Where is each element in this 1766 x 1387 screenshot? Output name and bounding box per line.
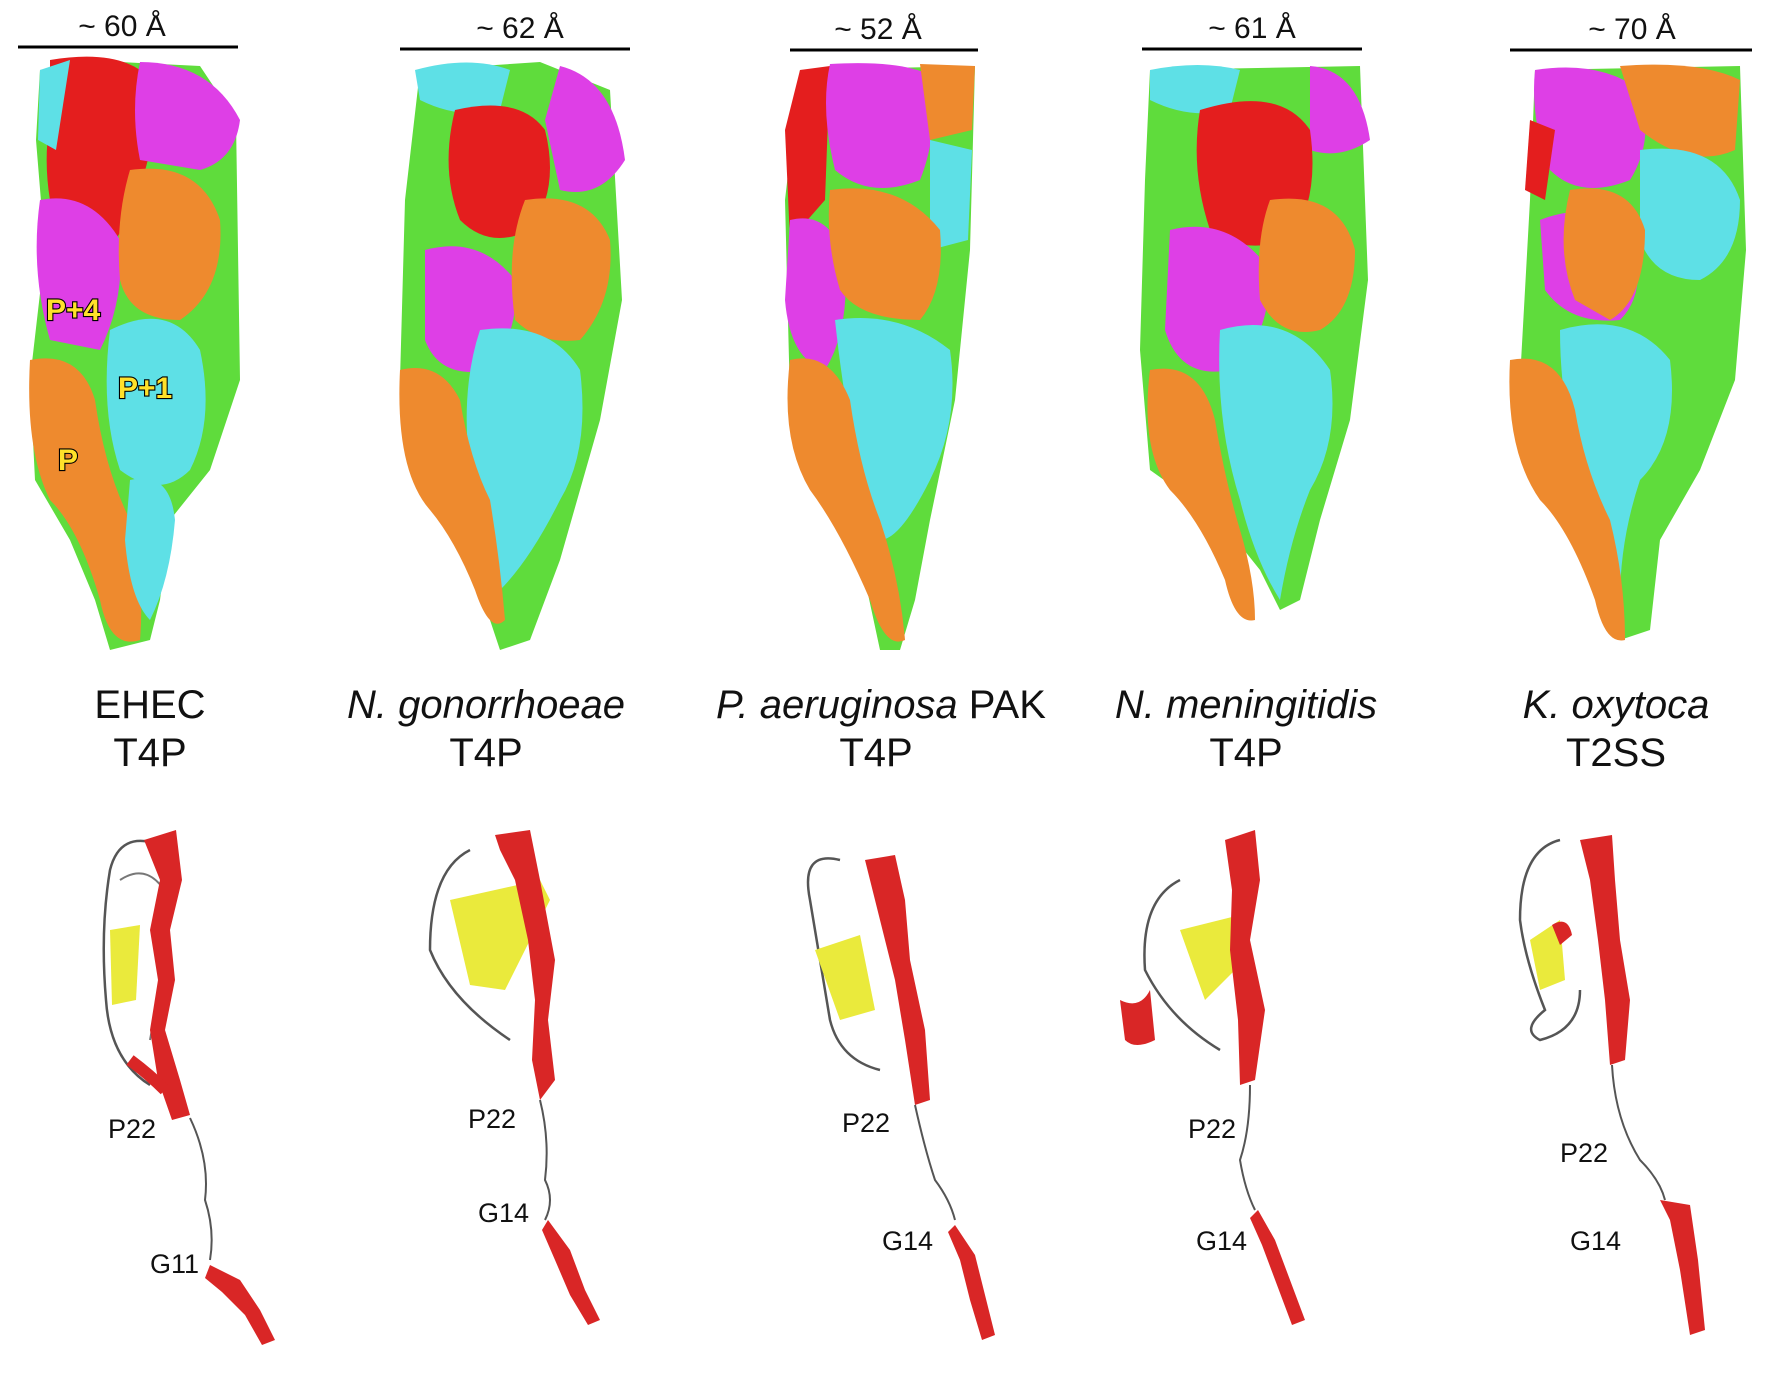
pilin-cartoon — [102, 830, 275, 1345]
pilin-cartoon — [806, 855, 995, 1340]
panel-ngonorrhoeae: ~ 62 Å P22 G14 — [399, 12, 630, 1325]
caption-system-koxytoca: T2SS — [1466, 730, 1766, 776]
caption-organism-ehec: EHEC — [0, 682, 300, 728]
filament-surface-model — [29, 56, 240, 650]
filament-surface-model — [785, 63, 975, 650]
system-name: T2SS — [1565, 731, 1667, 775]
residue-label-g14: G14 — [478, 1198, 529, 1228]
width-label: ~ 60 Å — [78, 10, 166, 43]
residue-label-g14: G14 — [882, 1226, 933, 1256]
filament-surface-model — [1140, 65, 1370, 621]
residue-label-p22: P22 — [468, 1104, 516, 1134]
residue-label-p22: P22 — [1560, 1138, 1608, 1168]
subunit-label-p: P — [58, 444, 78, 477]
width-label: ~ 52 Å — [834, 13, 922, 46]
system-name: T4P — [839, 731, 913, 775]
caption-system-paeruginosa: T4P — [726, 730, 1026, 776]
panel-paeruginosa: ~ 52 Å P22 G14 — [785, 13, 995, 1340]
organism-name: N. gonorrhoeae — [347, 683, 625, 727]
width-label: ~ 70 Å — [1588, 13, 1676, 46]
organism-name: K. oxytoca — [1522, 683, 1710, 727]
residue-label-p22: P22 — [1188, 1114, 1236, 1144]
subunit-label-p-plus-1: P+1 — [118, 372, 172, 405]
pilin-cartoon — [1518, 835, 1705, 1335]
caption-organism-nmeningitidis: N. meningitidis — [1096, 682, 1396, 728]
caption-organism-ngonorrhoeae: N. gonorrhoeae — [336, 682, 636, 728]
filament-surface-model — [399, 62, 625, 650]
filament-surface-model — [1509, 64, 1746, 641]
panel-koxytoca: ~ 70 Å P22 G14 — [1509, 13, 1752, 1335]
system-name: T4P — [449, 731, 523, 775]
caption-organism-paeruginosa: P. aeruginosa PAK — [716, 682, 1046, 728]
organism-name: N. meningitidis — [1114, 683, 1378, 727]
system-name: T4P — [113, 731, 187, 775]
caption-system-nmeningitidis: T4P — [1096, 730, 1396, 776]
residue-label-g11: G11 — [150, 1249, 199, 1279]
panel-ehec: ~ 60 Å P+4 P+1 P — [18, 10, 275, 1345]
width-label: ~ 61 Å — [1208, 12, 1296, 45]
pilin-cartoon — [428, 830, 600, 1325]
caption-system-ehec: T4P — [0, 730, 300, 776]
width-label: ~ 62 Å — [476, 12, 564, 45]
residue-label-p22: P22 — [108, 1114, 156, 1144]
residue-label-p22: P22 — [842, 1108, 890, 1138]
caption-organism-koxytoca: K. oxytoca — [1466, 682, 1766, 728]
residue-label-g14: G14 — [1196, 1226, 1247, 1256]
organism-name: EHEC — [94, 683, 206, 727]
residue-label-g14: G14 — [1570, 1226, 1621, 1256]
panel-nmeningitidis: ~ 61 Å P22 G14 — [1120, 12, 1370, 1325]
organism-strain: PAK — [957, 683, 1046, 727]
organism-name: P. aeruginosa — [716, 683, 958, 727]
system-name: T4P — [1209, 731, 1283, 775]
subunit-label-p-plus-4: P+4 — [46, 294, 101, 327]
pilin-cartoon — [1120, 830, 1305, 1325]
caption-system-ngonorrhoeae: T4P — [336, 730, 636, 776]
